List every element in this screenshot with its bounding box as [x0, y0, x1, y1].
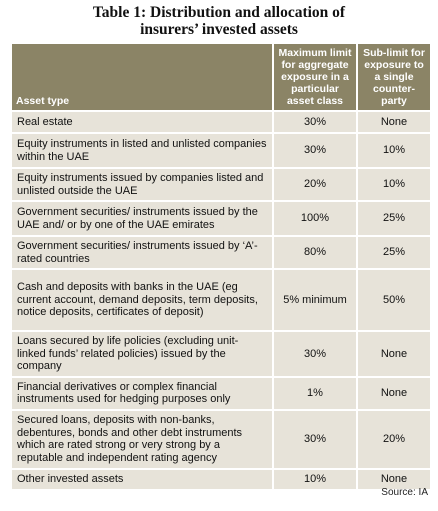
- asset-type-cell: Real estate: [10, 110, 274, 134]
- source: Source: IA: [381, 487, 428, 498]
- table-row: Secured loans, deposits with non-banks, …: [10, 408, 432, 470]
- limit-cell: None: [356, 467, 432, 491]
- column-header: Maximum limit for aggregate exposure in …: [272, 42, 358, 112]
- title: insurers’ invested assets: [140, 21, 298, 38]
- asset-type-cell: Financial derivatives or complex financi…: [10, 375, 274, 411]
- limit-cell: None: [356, 375, 432, 411]
- table-row: Government securities/ instruments issue…: [10, 235, 432, 270]
- asset-type-cell: Government securities/ instruments issue…: [10, 235, 274, 270]
- limit-cell: None: [356, 330, 432, 378]
- asset-type-cell: Secured loans, deposits with non-banks, …: [10, 408, 274, 470]
- limit-cell: 50%: [356, 268, 432, 332]
- asset-type-cell: Loans secured by life policies (excludin…: [10, 330, 274, 378]
- column-header: Sub-limit for exposure to a single count…: [356, 42, 432, 112]
- table-row: Other invested assets 10% None: [10, 467, 432, 491]
- title: Table 1: Distribution and allocation of: [92, 4, 346, 21]
- column-header: Asset type: [10, 42, 274, 112]
- header-row: Asset type Maximum limit for aggregate e…: [10, 42, 432, 112]
- limit-cell: 10%: [356, 132, 432, 169]
- limit-cell: 25%: [356, 200, 432, 237]
- asset-type-cell: Other invested assets: [10, 467, 274, 491]
- table-row: Financial derivatives or complex financi…: [10, 375, 432, 411]
- limit-cell: 30%: [272, 132, 358, 169]
- limit-cell: 30%: [272, 330, 358, 378]
- limit-cell: 20%: [272, 167, 358, 202]
- limit-cell: 100%: [272, 200, 358, 237]
- table-row: Cash and deposits with banks in the UAE …: [10, 268, 432, 332]
- asset-type-cell: Cash and deposits with banks in the UAE …: [10, 268, 274, 332]
- limit-cell: 30%: [272, 408, 358, 470]
- table-row: Loans secured by life policies (excludin…: [10, 330, 432, 378]
- asset-type-cell: Government securities/ instruments issue…: [10, 200, 274, 237]
- table-row: Equity instruments issued by companies l…: [10, 167, 432, 202]
- limit-cell: 10%: [356, 167, 432, 202]
- limit-cell: 5% minimum: [272, 268, 358, 332]
- limit-cell: 30%: [272, 110, 358, 134]
- asset-type-cell: Equity instruments in listed and unliste…: [10, 132, 274, 169]
- asset-table: Asset type Maximum limit for aggregate e…: [10, 42, 432, 491]
- table-row: Real estate 30% None: [10, 110, 432, 134]
- limit-cell: 1%: [272, 375, 358, 411]
- limit-cell: 80%: [272, 235, 358, 270]
- limit-cell: 10%: [272, 467, 358, 491]
- table-row: Government securities/ instruments issue…: [10, 200, 432, 237]
- limit-cell: 25%: [356, 235, 432, 270]
- asset-type-cell: Equity instruments issued by companies l…: [10, 167, 274, 202]
- table-row: Equity instruments in listed and unliste…: [10, 132, 432, 169]
- limit-cell: None: [356, 110, 432, 134]
- limit-cell: 20%: [356, 408, 432, 470]
